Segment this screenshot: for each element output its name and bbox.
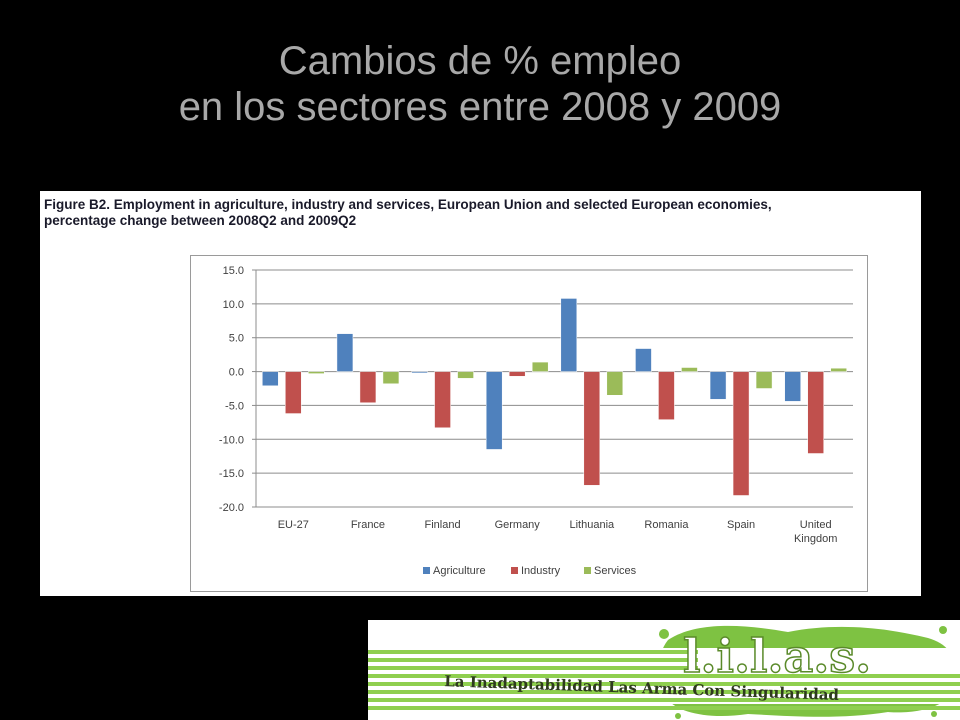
bar-agriculture-lithuania — [560, 298, 578, 372]
bar-services-spain — [755, 371, 773, 389]
bar-services-united-kingdom — [830, 367, 847, 372]
legend-swatch-services — [584, 567, 591, 574]
figure-caption-line-1: Figure B2. Employment in agriculture, in… — [44, 197, 772, 212]
slide-title-line-1: Cambios de % empleo — [278, 39, 682, 83]
bar-agriculture-united-kingdom — [784, 371, 801, 402]
y-axis-ticks: 15.0 10.0 5.0 0.0 -5.0 -10.0 -15.0 -20.0 — [219, 265, 244, 514]
x-category-label: Lithuania — [569, 519, 615, 531]
x-category-label: Finland — [425, 519, 461, 531]
x-category-label: Germany — [495, 519, 541, 531]
x-category-label: Spain — [727, 519, 755, 531]
y-tick-label: -15.0 — [219, 468, 244, 480]
logo-stripes — [368, 648, 960, 710]
bar-industry-romania — [658, 371, 675, 420]
y-tick-label: 5.0 — [229, 333, 244, 345]
bar-industry-lithuania — [583, 371, 601, 486]
figure-caption: Figure B2. Employment in agriculture, in… — [44, 197, 916, 229]
y-tick-label: -20.0 — [219, 502, 244, 514]
x-category-label: United — [800, 519, 832, 531]
x-category-label: Kingdom — [794, 533, 837, 545]
lilas-logo: l.i.l.a.s. La Inadaptabilidad Las Arma C… — [368, 625, 960, 719]
bar-agriculture-finland — [411, 371, 428, 374]
bar-agriculture-germany — [485, 371, 503, 450]
bar-chart: 15.0 10.0 5.0 0.0 -5.0 -10.0 -15.0 -20.0 EU-27 Fr… — [219, 265, 853, 577]
bar-agriculture-spain — [709, 371, 727, 400]
slide-title-line-2: en los sectores entre 2008 y 2009 — [178, 85, 782, 129]
bar-agriculture-eu-27 — [262, 371, 279, 387]
bar-industry-eu-27 — [285, 371, 302, 414]
bar-industry-finland — [434, 371, 451, 429]
bar-services-lithuania — [606, 371, 624, 396]
y-tick-label: 10.0 — [223, 299, 244, 311]
bar-industry-united-kingdom — [807, 371, 824, 454]
bar-services-france — [382, 371, 400, 385]
legend-label-agriculture: Agriculture — [433, 565, 486, 577]
bar-services-finland — [457, 371, 474, 379]
bar-services-romania — [681, 367, 698, 372]
figure-caption-line-2: percentage change between 2008Q2 and 200… — [44, 213, 357, 228]
gridlines — [252, 269, 853, 508]
x-category-label: Romania — [644, 519, 689, 531]
bars — [262, 298, 847, 496]
y-tick-label: 15.0 — [223, 265, 244, 277]
legend-swatch-agriculture — [423, 567, 430, 574]
logo-brand-text: l.i.l.a.s. — [683, 629, 871, 683]
y-tick-label: -10.0 — [219, 434, 244, 446]
slide-title: Cambios de % empleo en los sectores entr… — [0, 38, 960, 130]
bar-industry-germany — [508, 371, 526, 377]
legend: Agriculture Industry Services — [423, 565, 637, 577]
bar-agriculture-france — [336, 333, 354, 372]
bar-agriculture-romania — [635, 348, 652, 372]
x-category-label: France — [351, 519, 385, 531]
x-axis-categories: EU-27 France Finland Germany Lithuania Romani… — [278, 519, 838, 545]
bar-services-germany — [531, 361, 549, 372]
bar-services-eu-27 — [308, 371, 325, 374]
figure-panel: Figure B2. Employment in agriculture, in… — [40, 191, 921, 596]
bar-industry-spain — [732, 371, 750, 496]
x-category-label: EU-27 — [278, 519, 309, 531]
legend-label-industry: Industry — [521, 565, 561, 577]
y-tick-label: 0.0 — [229, 367, 244, 379]
legend-label-services: Services — [594, 565, 637, 577]
logo-banner: l.i.l.a.s. La Inadaptabilidad Las Arma C… — [368, 620, 960, 720]
bar-industry-france — [359, 371, 377, 403]
chart-frame: 15.0 10.0 5.0 0.0 -5.0 -10.0 -15.0 -20.0 EU-27 Fr… — [190, 255, 868, 592]
legend-swatch-industry — [511, 567, 518, 574]
y-tick-label: -5.0 — [225, 400, 244, 412]
